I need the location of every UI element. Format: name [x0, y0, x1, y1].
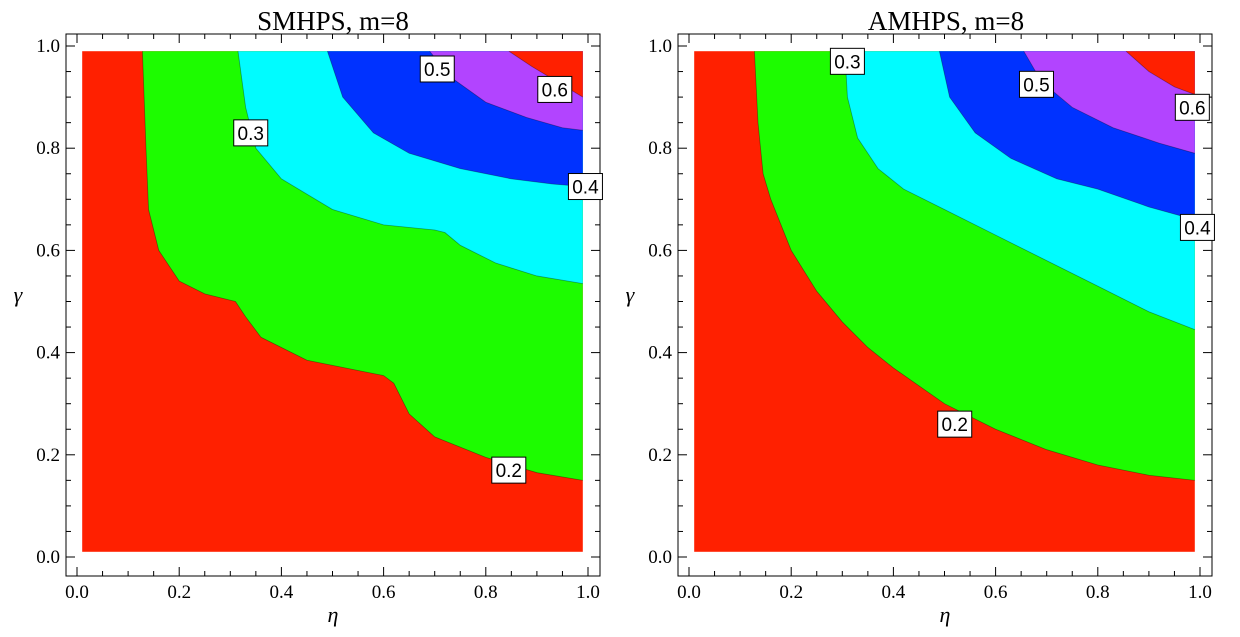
x-axis-label: η: [940, 602, 951, 627]
contour-label-0.4: 0.4: [567, 173, 603, 201]
x-tick-label: 1.0: [576, 582, 600, 603]
y-tick-label: 0.0: [648, 547, 672, 568]
x-tick-label: 0.4: [882, 582, 906, 603]
contour-label-0.4: 0.4: [1179, 213, 1215, 241]
y-tick-label: 0.4: [648, 343, 672, 364]
contour-line-0.2: [142, 51, 583, 481]
contour-label-0.3: 0.3: [233, 119, 269, 147]
x-tick-label: 0.2: [779, 582, 803, 603]
contour-line-0.4: [938, 51, 1195, 221]
contour-label-box: [419, 55, 455, 83]
y-tick-label: 0.0: [36, 547, 60, 568]
y-axis-label: γ: [626, 282, 636, 307]
region-above-0.6: [1125, 51, 1195, 95]
contour-label-box: [233, 119, 269, 147]
contour-label-box: [829, 47, 865, 75]
x-tick-label: 0.2: [167, 582, 191, 603]
contour-line-0.3: [844, 51, 1195, 330]
contour-line-0.6: [1125, 51, 1195, 95]
contour-chart: SMHPS, m=8 η γ 0.0 0.2 0.4 0.6 0.8 1.0 0.0 0.2 0…: [14, 6, 603, 627]
y-tick-label: 0.4: [36, 343, 60, 364]
contour-label-text: 0.3: [834, 52, 860, 73]
contour-plot-amhps: AMHPS, m=8 η γ 0.0 0.2 0.4 0.6 0.8 1.0 0.0 0.2 0…: [612, 0, 1240, 637]
x-axis-label: η: [328, 602, 339, 627]
contour-label-text: 0.2: [942, 415, 968, 436]
x-tick-label: 1.0: [1188, 582, 1212, 603]
y-tick-label: 1.0: [648, 36, 672, 57]
x-tick-label: 0.8: [1086, 582, 1110, 603]
contour-label-text: 0.6: [542, 80, 568, 101]
contour-label-text: 0.3: [238, 124, 264, 145]
y-tick-label: 0.2: [648, 445, 672, 466]
contour-label-box: [1179, 213, 1215, 241]
contour-label-0.3: 0.3: [829, 47, 865, 75]
y-tick-label: 0.2: [36, 445, 60, 466]
contour-label-text: 0.5: [1023, 75, 1049, 96]
x-tick-label: 0.4: [270, 582, 294, 603]
y-tick-label: 0.8: [648, 138, 672, 159]
contour-plot-smhps: SMHPS, m=8 η γ 0.0 0.2 0.4 0.6 0.8 1.0 0.0 0.2 0…: [0, 0, 612, 637]
contour-label-text: 0.2: [496, 461, 522, 482]
contour-label-0.6: 0.6: [537, 75, 573, 103]
contour-label-box: [537, 75, 573, 103]
contour-label-text: 0.4: [572, 178, 599, 199]
x-tick-label: 0.6: [984, 582, 1008, 603]
y-axis-label: γ: [14, 282, 24, 307]
plot-area: [82, 51, 583, 552]
y-tick-label: 1.0: [36, 36, 60, 57]
contour-label-0.2: 0.2: [491, 456, 527, 484]
y-tick-label: 0.6: [36, 240, 60, 261]
x-tick-label: 0.6: [372, 582, 396, 603]
contour-label-box: [491, 456, 527, 484]
contour-line-0.2: [754, 51, 1195, 481]
contour-label-0.6: 0.6: [1174, 93, 1210, 121]
contour-label-text: 0.5: [424, 60, 450, 81]
contour-label-0.2: 0.2: [937, 410, 973, 438]
x-tick-label: 0.8: [474, 582, 498, 603]
contour-chart: AMHPS, m=8 η γ 0.0 0.2 0.4 0.6 0.8 1.0 0.0 0.2 0…: [626, 6, 1215, 627]
contour-label-0.5: 0.5: [1018, 70, 1054, 98]
region-above-0.5: [1023, 51, 1195, 154]
contour-label-0.5: 0.5: [419, 55, 455, 83]
contour-label-box: [937, 410, 973, 438]
x-tick-label: 0.0: [677, 582, 701, 603]
y-tick-label: 0.6: [648, 240, 672, 261]
contour-line-0.4: [327, 51, 583, 187]
contour-label-box: [1174, 93, 1210, 121]
contour-label-text: 0.4: [1184, 218, 1211, 239]
x-tick-label: 0.0: [65, 582, 89, 603]
plot-area: [694, 51, 1195, 552]
y-tick-label: 0.8: [36, 138, 60, 159]
chart-title: SMHPS, m=8: [257, 6, 409, 36]
chart-title: AMHPS, m=8: [868, 6, 1024, 36]
contour-label-box: [1018, 70, 1054, 98]
contour-label-box: [567, 173, 603, 201]
contour-label-text: 0.6: [1179, 98, 1205, 119]
